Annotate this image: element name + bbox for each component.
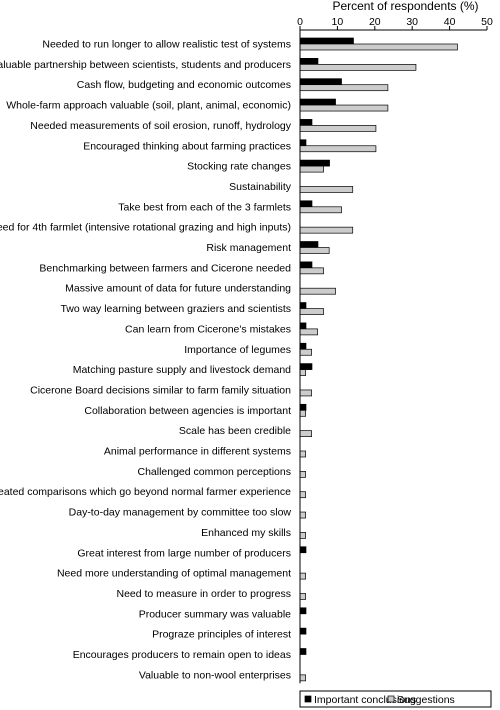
bar-important-conclusions [299,322,307,330]
x-axis: 0 10 20 30 40 50 [297,16,493,31]
category-label: Benchmarking between farmers and Ciceron… [39,262,291,274]
category-label: Matching pasture supply and livestock de… [73,364,291,376]
x-axis-title: Percent of respondents (%) [332,0,478,13]
bar-suggestions [299,104,389,112]
category-label: Cash flow, budgeting and economic outcom… [77,79,291,91]
category-label: Stocking rate changes [187,161,291,173]
bar-important-conclusions [299,57,319,65]
bar-suggestions [299,532,306,539]
bar-important-conclusions [299,302,307,309]
bar-suggestions [299,145,377,153]
legend-label: Suggestions [397,694,455,706]
bar-suggestions [299,43,458,51]
category-label: Encouraged thinking about farming practi… [83,140,291,152]
bar-suggestions [299,84,389,92]
category-label: Need for 4th farmlet (intensive rotation… [0,222,291,234]
bar-suggestions [299,348,312,356]
category-label: Collaboration between agencies is import… [84,405,291,417]
bar-suggestions [299,267,324,275]
bar-suggestions [299,125,377,132]
category-label: Take best from each of the 3 farmlets [118,201,291,213]
bar-suggestions [299,165,324,173]
bar-important-conclusions [299,139,307,147]
category-label: Challenged common perceptions [137,466,291,478]
category-label: Day-to-day management by committee too s… [69,507,292,519]
bar-important-conclusions [299,78,342,86]
x-tick-label: 40 [444,16,456,28]
bar-suggestions [299,247,330,254]
bar-suggestions [299,287,336,295]
category-labels: Needed to run longer to allow realistic … [0,39,292,682]
bar-important-conclusions [299,98,336,106]
category-label: Need more understanding of optimal manag… [57,568,291,580]
bar-important-conclusions [299,403,307,411]
bar-important-conclusions [299,200,313,208]
bar-suggestions [299,186,354,193]
bar-suggestions [299,389,312,397]
bar-important-conclusions [299,607,307,615]
category-label: Prograze principles of interest [152,629,291,641]
category-label: Needed to run longer to allow realistic … [42,39,291,51]
category-label: Two way learning between graziers and sc… [60,303,291,315]
category-label: Massive amount of data for future unders… [65,283,291,295]
bar-suggestions [299,63,417,71]
bar-important-conclusions [299,119,313,126]
category-label: Need to measure in order to progress [116,588,291,600]
bar-important-conclusions [299,363,313,370]
bar-suggestions [299,430,312,437]
category-label: Producer summary was valuable [139,608,291,620]
bar-suggestions [299,491,306,499]
category-label: Can learn from Cicerone's mistakes [125,323,291,335]
bar-important-conclusions [299,241,319,248]
bar-important-conclusions [299,648,307,655]
bar-important-conclusions [299,261,313,269]
bar-suggestions [299,409,306,417]
x-tick-label: 10 [332,16,344,28]
x-tick-label: 30 [406,16,418,28]
bar-suggestions [299,674,306,682]
bar-suggestions [299,471,306,478]
category-label: Sustainability [229,181,292,193]
x-tick-label: 50 [481,16,493,28]
bars [299,37,458,682]
category-label: Created comparisons which go beyond norm… [0,486,291,498]
category-label: Animal performance in different systems [104,446,291,458]
category-label: Encourages producers to remain open to i… [73,649,291,661]
legend-swatch-suggestions [387,695,395,703]
bar-suggestions [299,450,306,458]
bar-suggestions [299,593,306,600]
bar-suggestions [299,572,306,580]
legend-swatch-important-conclusions [304,695,312,703]
bar-suggestions [299,328,318,336]
bar-important-conclusions [299,627,307,635]
category-label: Great interest from large number of prod… [77,547,291,559]
x-tick-label: 20 [369,16,381,28]
bar-suggestions [299,369,306,376]
category-label: Risk management [206,242,291,254]
category-label: Needed measurements of soil erosion, run… [30,120,291,132]
bar-important-conclusions [299,546,307,554]
category-label: Cicerone Board decisions similar to farm… [30,384,291,396]
bar-important-conclusions [299,37,354,45]
bar-suggestions [299,511,306,519]
category-label: Importance of legumes [184,344,291,356]
category-label: Valuable to non-wool enterprises [139,669,291,681]
category-label: Scale has been credible [179,425,291,437]
category-label: Valuable partnership between scientists,… [0,59,291,71]
legend-box [299,690,492,708]
bar-suggestions [299,206,342,214]
bar-important-conclusions [299,342,307,350]
x-tick-label: 0 [297,16,303,28]
category-label: Whole-farm approach valuable (soil, plan… [6,100,291,112]
bar-suggestions [299,226,354,234]
category-label: Enhanced my skills [201,527,291,539]
bar-important-conclusions [299,159,330,167]
bar-suggestions [299,308,324,315]
